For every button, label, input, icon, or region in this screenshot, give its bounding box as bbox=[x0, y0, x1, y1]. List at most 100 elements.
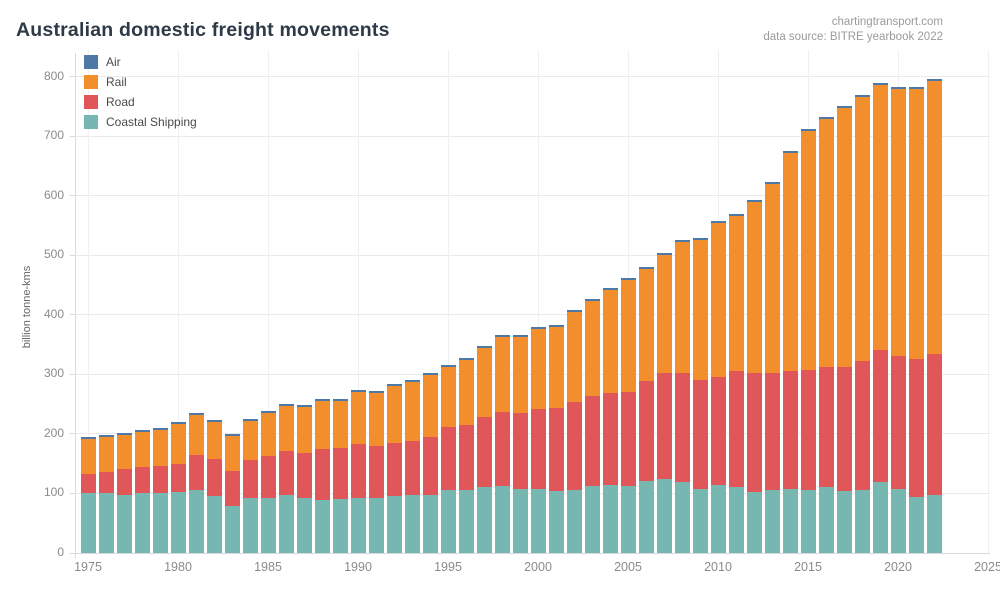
bar-2002-coastal-shipping[interactable] bbox=[566, 489, 582, 553]
bar-2010-road[interactable] bbox=[710, 377, 726, 485]
bar-1975-rail[interactable] bbox=[80, 439, 96, 474]
bar-2000-rail[interactable] bbox=[530, 329, 546, 409]
bar-1993-road[interactable] bbox=[404, 441, 420, 496]
bar-1992-rail[interactable] bbox=[386, 385, 402, 444]
bar-1977-coastal-shipping[interactable] bbox=[116, 495, 132, 553]
bar-2010-rail[interactable] bbox=[710, 223, 726, 378]
bar-1991-air[interactable] bbox=[368, 391, 384, 394]
bar-2021-air[interactable] bbox=[908, 87, 924, 90]
bar-1975-road[interactable] bbox=[80, 473, 96, 494]
bar-1981-coastal-shipping[interactable] bbox=[188, 489, 204, 553]
legend-item-coastal-shipping[interactable]: Coastal Shipping bbox=[84, 114, 197, 129]
bar-1995-coastal-shipping[interactable] bbox=[440, 490, 456, 553]
bar-1985-air[interactable] bbox=[260, 411, 276, 414]
bar-1994-road[interactable] bbox=[422, 436, 438, 495]
bar-1986-coastal-shipping[interactable] bbox=[278, 494, 294, 553]
bar-2017-rail[interactable] bbox=[836, 108, 852, 367]
bar-2006-rail[interactable] bbox=[638, 268, 654, 382]
bar-1984-road[interactable] bbox=[242, 459, 258, 498]
bar-1975-air[interactable] bbox=[80, 437, 96, 440]
bar-1995-air[interactable] bbox=[440, 364, 456, 367]
bar-1983-air[interactable] bbox=[224, 434, 240, 437]
bar-2009-rail[interactable] bbox=[692, 239, 708, 381]
bar-1999-rail[interactable] bbox=[512, 337, 528, 414]
bar-2005-road[interactable] bbox=[620, 391, 636, 487]
bar-2001-road[interactable] bbox=[548, 407, 564, 492]
bar-1987-air[interactable] bbox=[296, 405, 312, 408]
bar-1997-road[interactable] bbox=[476, 417, 492, 487]
bar-1978-rail[interactable] bbox=[134, 431, 150, 467]
bar-1988-rail[interactable] bbox=[314, 401, 330, 450]
bar-2007-rail[interactable] bbox=[656, 254, 672, 374]
bar-1988-coastal-shipping[interactable] bbox=[314, 500, 330, 553]
bar-2008-road[interactable] bbox=[674, 372, 690, 483]
bar-2000-air[interactable] bbox=[530, 327, 546, 330]
legend-item-rail[interactable]: Rail bbox=[84, 74, 127, 89]
bar-2006-coastal-shipping[interactable] bbox=[638, 480, 654, 553]
bar-1984-coastal-shipping[interactable] bbox=[242, 497, 258, 553]
bar-1985-coastal-shipping[interactable] bbox=[260, 497, 276, 553]
bar-2021-rail[interactable] bbox=[908, 89, 924, 359]
bar-2011-road[interactable] bbox=[728, 370, 744, 487]
bar-1990-road[interactable] bbox=[350, 444, 366, 498]
bar-1990-coastal-shipping[interactable] bbox=[350, 497, 366, 553]
bar-1983-road[interactable] bbox=[224, 471, 240, 506]
bar-2002-rail[interactable] bbox=[566, 312, 582, 403]
bar-1986-air[interactable] bbox=[278, 403, 294, 406]
bar-2020-rail[interactable] bbox=[890, 89, 906, 357]
bar-2017-air[interactable] bbox=[836, 106, 852, 109]
bar-1987-rail[interactable] bbox=[296, 407, 312, 453]
bar-2018-coastal-shipping[interactable] bbox=[854, 489, 870, 553]
bar-1980-rail[interactable] bbox=[170, 423, 186, 464]
bar-2021-road[interactable] bbox=[908, 358, 924, 498]
bar-1978-air[interactable] bbox=[134, 429, 150, 432]
bar-2016-rail[interactable] bbox=[818, 119, 834, 368]
bar-1977-road[interactable] bbox=[116, 469, 132, 496]
bar-2022-rail[interactable] bbox=[926, 80, 942, 355]
bar-1987-road[interactable] bbox=[296, 452, 312, 499]
bar-1998-coastal-shipping[interactable] bbox=[494, 485, 510, 553]
bar-2012-air[interactable] bbox=[746, 199, 762, 202]
bar-1992-road[interactable] bbox=[386, 443, 402, 496]
bar-2014-road[interactable] bbox=[782, 371, 798, 490]
bar-2003-air[interactable] bbox=[584, 299, 600, 302]
bar-2003-road[interactable] bbox=[584, 396, 600, 487]
bar-2015-rail[interactable] bbox=[800, 131, 816, 370]
bar-1984-rail[interactable] bbox=[242, 420, 258, 460]
bar-1987-coastal-shipping[interactable] bbox=[296, 498, 312, 553]
bar-1999-road[interactable] bbox=[512, 413, 528, 490]
bar-2005-air[interactable] bbox=[620, 278, 636, 281]
bar-1990-rail[interactable] bbox=[350, 392, 366, 445]
bar-1998-road[interactable] bbox=[494, 412, 510, 486]
bar-1976-coastal-shipping[interactable] bbox=[98, 493, 114, 553]
bar-2012-rail[interactable] bbox=[746, 201, 762, 374]
bar-2013-road[interactable] bbox=[764, 372, 780, 491]
bar-2019-rail[interactable] bbox=[872, 85, 888, 350]
legend-item-air[interactable]: Air bbox=[84, 54, 121, 69]
bar-1991-road[interactable] bbox=[368, 446, 384, 498]
bar-2009-road[interactable] bbox=[692, 380, 708, 490]
bar-2000-coastal-shipping[interactable] bbox=[530, 489, 546, 553]
bar-1976-air[interactable] bbox=[98, 434, 114, 437]
bar-1998-air[interactable] bbox=[494, 335, 510, 338]
bar-2008-air[interactable] bbox=[674, 239, 690, 242]
bar-2022-air[interactable] bbox=[926, 78, 942, 81]
bar-1984-air[interactable] bbox=[242, 418, 258, 421]
bar-1996-coastal-shipping[interactable] bbox=[458, 490, 474, 553]
bar-1981-air[interactable] bbox=[188, 413, 204, 416]
bar-2014-coastal-shipping[interactable] bbox=[782, 489, 798, 553]
bar-1989-air[interactable] bbox=[332, 398, 348, 401]
bar-2015-road[interactable] bbox=[800, 369, 816, 490]
bar-1982-air[interactable] bbox=[206, 419, 222, 422]
bar-2017-coastal-shipping[interactable] bbox=[836, 491, 852, 553]
bar-2008-coastal-shipping[interactable] bbox=[674, 482, 690, 553]
bar-2019-air[interactable] bbox=[872, 83, 888, 86]
bar-1991-rail[interactable] bbox=[368, 393, 384, 447]
bar-2020-coastal-shipping[interactable] bbox=[890, 489, 906, 553]
bar-1979-rail[interactable] bbox=[152, 429, 168, 467]
bar-1986-road[interactable] bbox=[278, 451, 294, 495]
bar-1992-coastal-shipping[interactable] bbox=[386, 495, 402, 553]
bar-1994-coastal-shipping[interactable] bbox=[422, 494, 438, 553]
bar-1981-road[interactable] bbox=[188, 454, 204, 490]
bar-2015-air[interactable] bbox=[800, 129, 816, 132]
